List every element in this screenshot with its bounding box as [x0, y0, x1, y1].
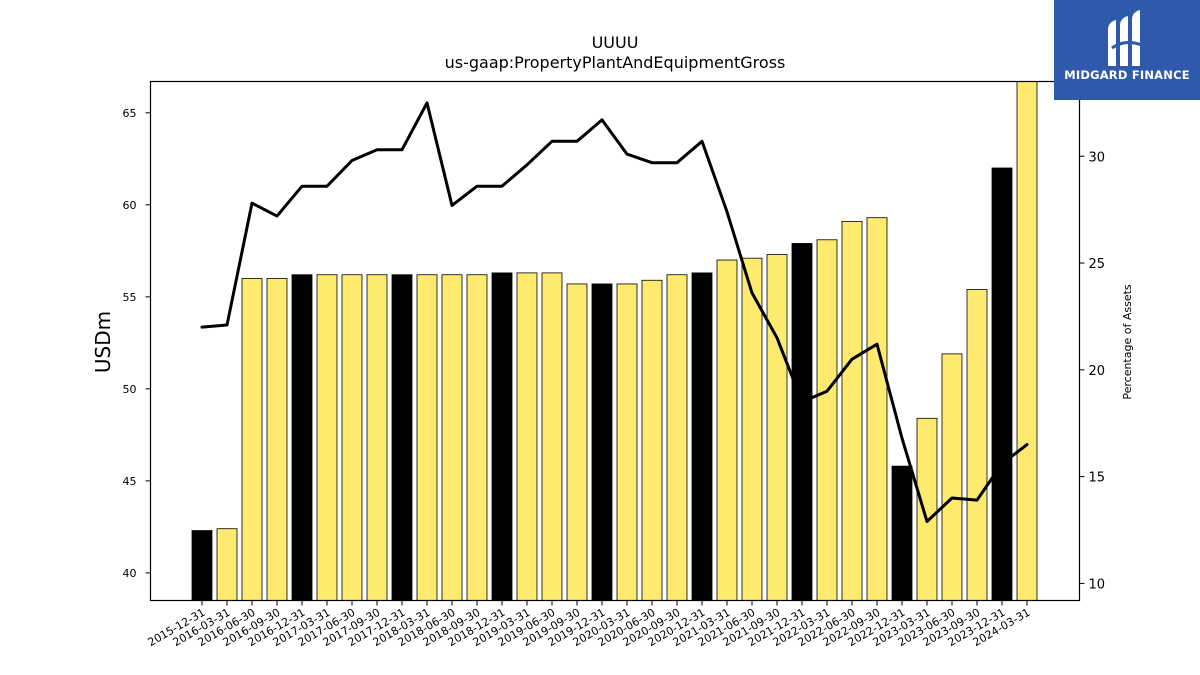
bar: [716, 259, 738, 601]
bar: [291, 274, 313, 601]
bar: [916, 417, 938, 601]
bar: [966, 289, 988, 601]
right-tick-label: 25: [1089, 257, 1106, 272]
plot-frame: [149, 80, 1081, 602]
bar: [991, 167, 1013, 601]
bar: [191, 530, 213, 601]
bar: [516, 272, 538, 601]
bar: [316, 274, 338, 601]
bar: [941, 353, 963, 601]
bar: [816, 239, 838, 601]
midgard-logo-icon: [1108, 10, 1145, 66]
bar: [416, 274, 438, 601]
bar: [741, 257, 763, 601]
right-axis-label: Percentage of Assets: [1121, 284, 1134, 400]
bar: [666, 274, 688, 601]
bar: [391, 274, 413, 601]
left-axis: 40 45 50 55 60 65: [123, 107, 151, 580]
bar: [366, 274, 388, 601]
bar: [491, 272, 513, 601]
bar: [641, 279, 663, 601]
midgard-finance-logo: MIDGARD FINANCE: [1054, 0, 1200, 100]
bar: [616, 283, 638, 601]
bar: [466, 274, 488, 601]
chart-subtitle: us-gaap:PropertyPlantAndEquipmentGross: [445, 53, 786, 72]
bar: [791, 243, 813, 601]
bar: [841, 220, 863, 601]
bar: [891, 465, 913, 601]
right-tick-label: 10: [1089, 577, 1106, 592]
bar: [541, 272, 563, 601]
bar: [441, 274, 463, 601]
bar: [766, 254, 788, 601]
line-series: [200, 101, 1029, 523]
x-axis: 2015-12-312016-03-312016-06-302016-09-30…: [146, 600, 1033, 649]
chart-title: UUUU: [592, 33, 639, 52]
bar: [216, 528, 238, 601]
right-tick-label: 15: [1089, 471, 1106, 486]
bar: [1016, 81, 1038, 601]
bar: [591, 283, 613, 601]
left-tick-label: 45: [123, 475, 137, 488]
left-tick-label: 50: [123, 383, 137, 396]
logo-text: MIDGARD FINANCE: [1064, 68, 1190, 82]
bar: [866, 217, 888, 601]
right-tick-label: 20: [1089, 364, 1106, 379]
left-axis-label: USDm: [91, 311, 115, 373]
line-path: [200, 101, 1029, 523]
bar: [341, 274, 363, 601]
bar: [691, 272, 713, 601]
bar: [566, 283, 588, 601]
left-tick-label: 55: [123, 291, 137, 304]
left-tick-label: 60: [123, 199, 137, 212]
bar: [241, 278, 263, 601]
right-tick-label: 30: [1089, 150, 1106, 165]
left-tick-label: 40: [123, 567, 137, 580]
bar-series: [191, 81, 1038, 601]
right-axis: 10 15 20 25 30: [1079, 150, 1106, 592]
bar: [266, 278, 288, 601]
left-tick-label: 65: [123, 107, 137, 120]
